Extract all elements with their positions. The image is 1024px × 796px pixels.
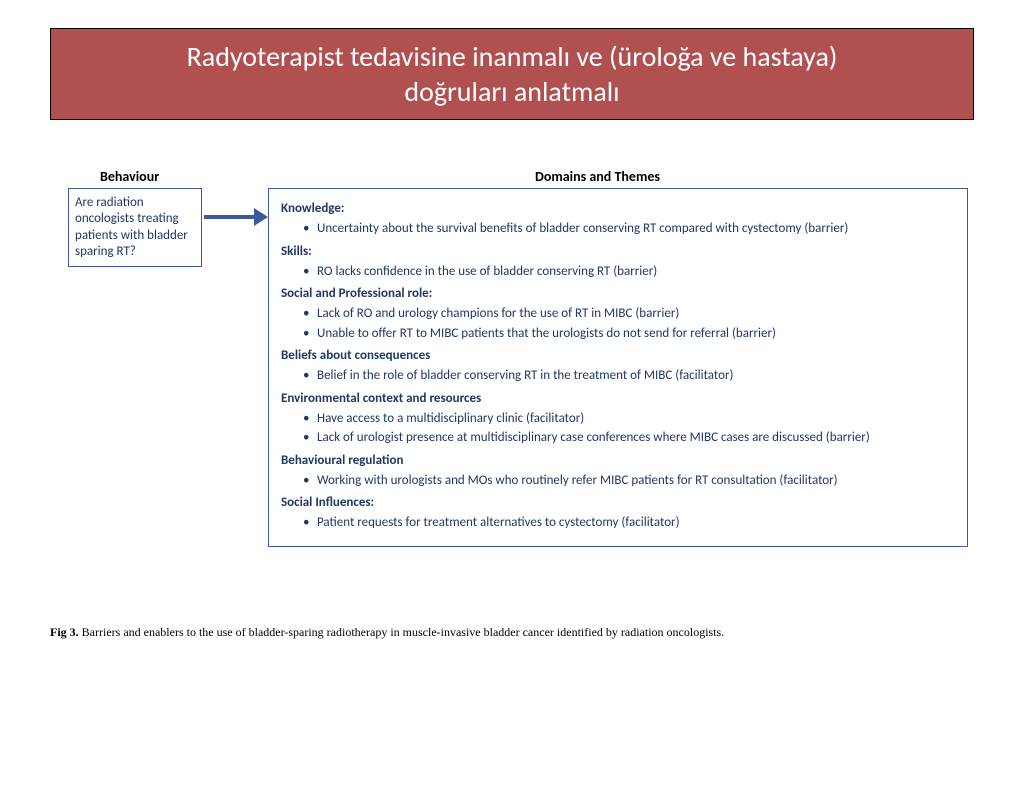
behaviour-column-header: Behaviour (100, 168, 159, 185)
domain-title: Social and Professional role: (281, 286, 955, 301)
arrow-line (204, 215, 254, 219)
domain-item: Uncertainty about the survival benefits … (303, 220, 955, 238)
domain-title: Environmental context and resources (281, 391, 955, 406)
arrow-head (254, 208, 268, 226)
figure-caption: Fig 3. Barriers and enablers to the use … (50, 625, 724, 640)
figure-caption-text: Barriers and enablers to the use of blad… (82, 625, 725, 639)
title-banner: Radyoterapist tedavisine inanmalı ve (ür… (50, 28, 974, 120)
domain-item: Unable to offer RT to MIBC patients that… (303, 325, 955, 343)
domain-title: Behavioural regulation (281, 453, 955, 468)
domains-themes-box: Knowledge: Uncertainty about the survival… (268, 188, 968, 547)
domain-item: RO lacks confidence in the use of bladde… (303, 263, 955, 281)
title-line-1: Radyoterapist tedavisine inanmalı ve (ür… (69, 39, 955, 74)
domain-title: Social Influences: (281, 495, 955, 510)
domain-title: Beliefs about consequences (281, 348, 955, 363)
domain-item: Belief in the role of bladder conserving… (303, 367, 955, 385)
domain-title: Skills: (281, 244, 955, 259)
figure-caption-label: Fig 3. (50, 625, 79, 639)
domain-item: Lack of RO and urology champions for the… (303, 305, 955, 323)
title-line-2: doğruları anlatmalı (69, 74, 955, 109)
behaviour-box: Are radiation oncologists treating patie… (68, 188, 202, 267)
domain-item: Have access to a multidisciplinary clini… (303, 410, 955, 428)
domain-item: Working with urologists and MOs who rout… (303, 472, 955, 490)
domain-item: Lack of urologist presence at multidisci… (303, 429, 955, 447)
domain-item: Patient requests for treatment alternati… (303, 514, 955, 532)
domains-column-header: Domains and Themes (535, 168, 660, 185)
domain-title: Knowledge: (281, 201, 955, 216)
behaviour-box-text: Are radiation oncologists treating patie… (75, 195, 188, 259)
